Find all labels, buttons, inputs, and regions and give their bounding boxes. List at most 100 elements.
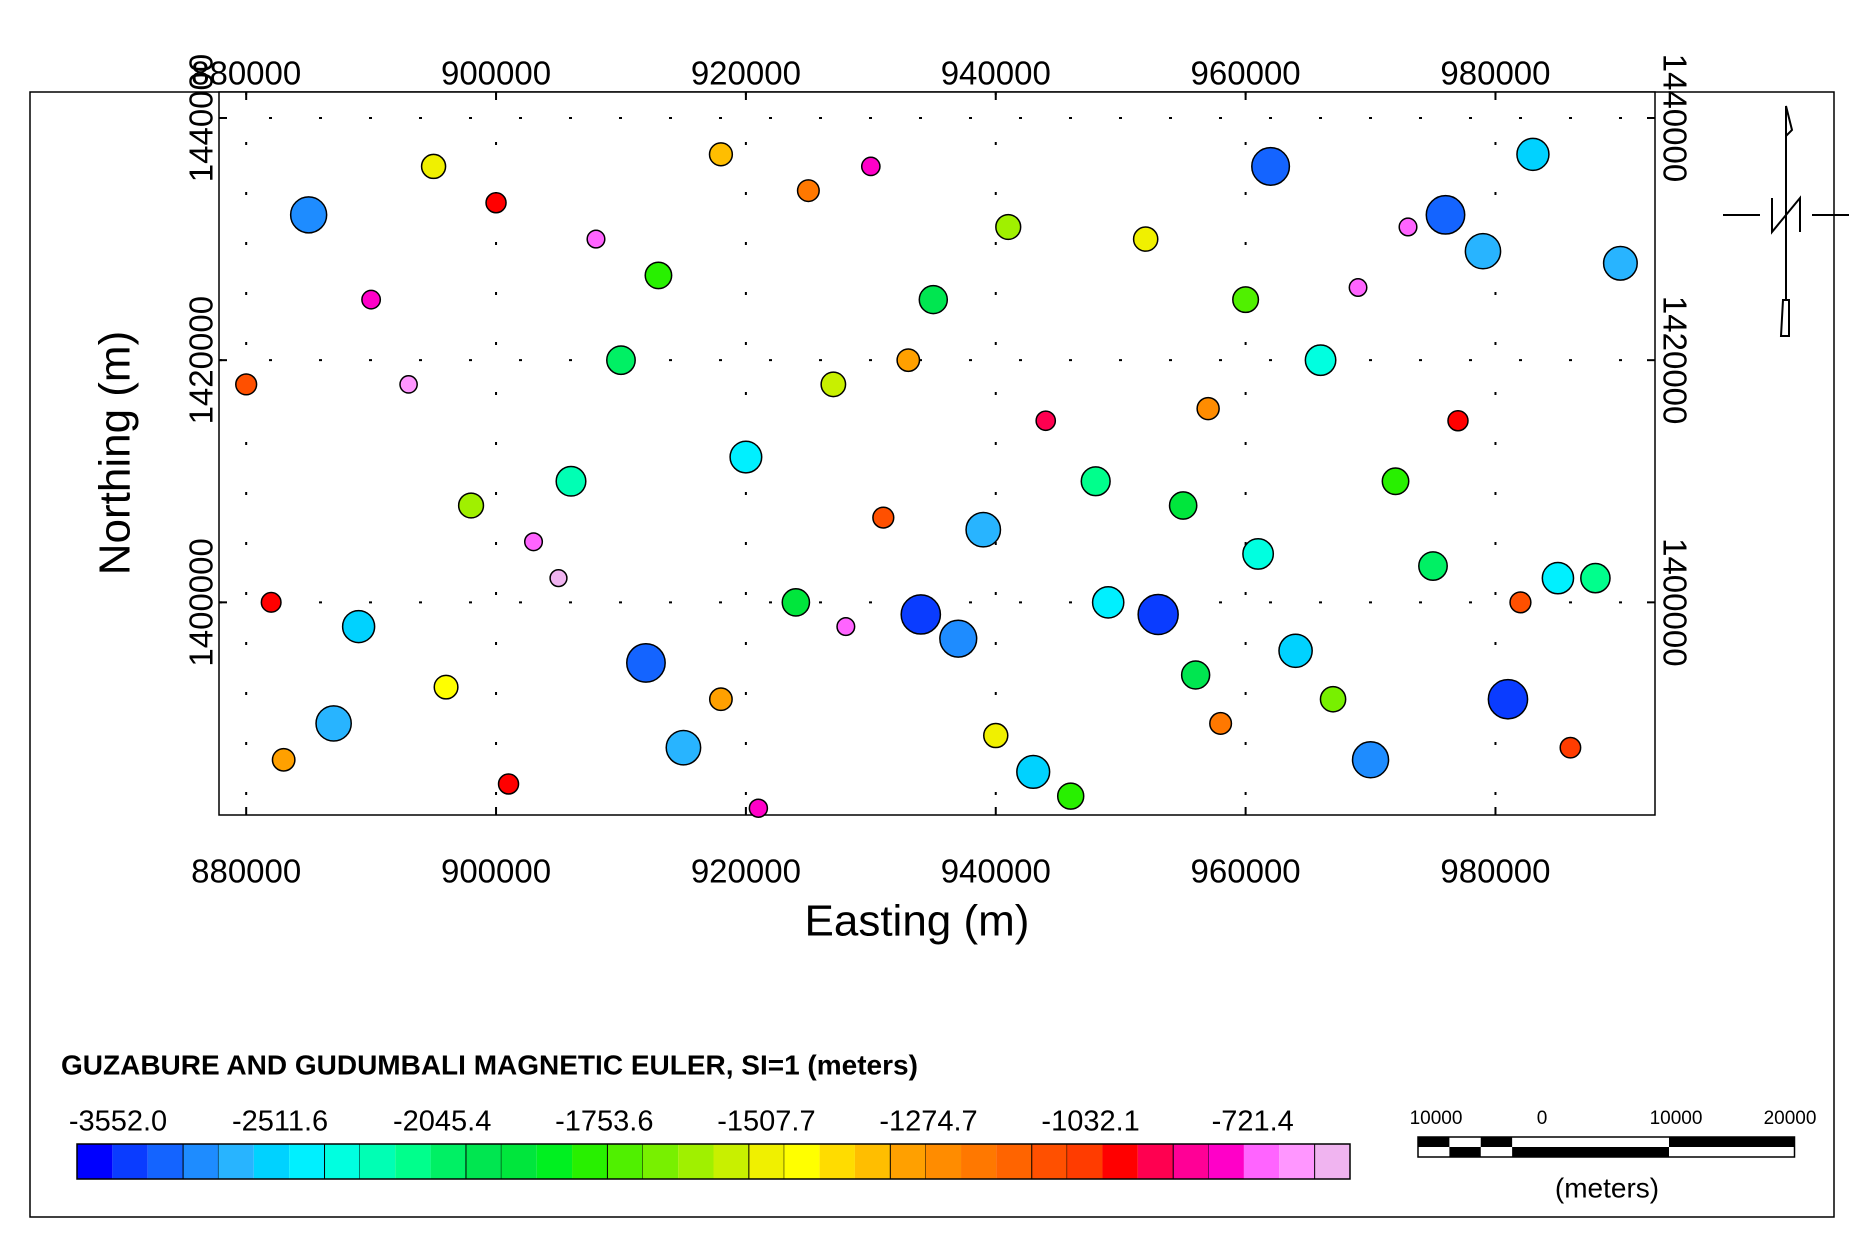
colorbar-cell: [218, 1144, 254, 1179]
colorbar-cell: [430, 1144, 466, 1179]
euler-solution: [1242, 537, 1275, 570]
y-tick-label-right: 1420000: [1656, 296, 1693, 424]
euler-solution: [939, 619, 978, 658]
colorbar-cell: [112, 1144, 148, 1179]
colorbar-cell: [925, 1144, 962, 1179]
euler-solution: [896, 348, 921, 373]
colorbar-cell: [854, 1144, 891, 1179]
y-tick-label-right: 1440000: [1656, 54, 1693, 182]
colorbar-cell: [289, 1144, 325, 1179]
euler-solution: [1132, 226, 1159, 252]
colorbar-cell: [359, 1144, 396, 1179]
euler-solution: [1016, 754, 1051, 790]
scale-label: 20000: [1764, 1108, 1817, 1129]
x-tick-label-top: 960000: [1191, 55, 1301, 92]
colorbar-label: -3552.0: [69, 1106, 167, 1138]
scale-segment: [1418, 1137, 1450, 1147]
euler-solution: [289, 196, 328, 234]
scale-label: 10000: [1650, 1108, 1703, 1129]
euler-solution: [1319, 685, 1347, 713]
euler-solution: [729, 440, 763, 474]
colorbar: -3552.0 -2511.6 -2045.4 -1753.6 -1507.7 -1274…: [69, 1106, 1351, 1180]
euler-solution: [1196, 396, 1220, 421]
colorbar-outline: [76, 1143, 1351, 1180]
euler-solution: [1559, 736, 1582, 759]
euler-solution: [820, 371, 847, 398]
euler-solution: [433, 674, 459, 700]
euler-solution: [1516, 137, 1550, 172]
euler-solution: [983, 722, 1009, 749]
scale-label: 10000: [1410, 1108, 1463, 1129]
euler-solution: [341, 609, 376, 644]
x-tick-label-top: 880000: [191, 55, 301, 92]
euler-solution: [260, 591, 282, 613]
colorbar-cell: [961, 1144, 997, 1179]
colorbar-cell: [1172, 1143, 1210, 1180]
euler-solution: [796, 179, 820, 203]
euler-solution: [457, 492, 485, 519]
euler-solution: [1209, 711, 1233, 735]
colorbar-cell: [324, 1143, 361, 1180]
y-tick-label-left: 1420000: [183, 296, 220, 424]
euler-solution: [485, 192, 507, 214]
euler-solution: [900, 594, 942, 635]
colorbar-cell: [253, 1144, 290, 1179]
euler-solution: [1251, 146, 1291, 186]
euler-solution: [549, 568, 568, 588]
euler-solution: [665, 729, 702, 766]
colorbar-label: -2511.6: [232, 1106, 328, 1138]
colorbar-cell: [713, 1144, 749, 1179]
scale-segment: [1543, 1147, 1669, 1157]
euler-solution: [1137, 593, 1179, 636]
colorbar-cell: [642, 1144, 679, 1179]
north-arrow: [1723, 105, 1849, 337]
euler-solution: [1348, 278, 1368, 297]
y-axis-label: Northing (m): [91, 331, 140, 576]
euler-solution: [918, 284, 949, 315]
euler-solution: [872, 506, 895, 529]
euler-solution: [1304, 344, 1337, 377]
euler-solution: [1091, 586, 1125, 619]
euler-solution: [1464, 232, 1502, 270]
y-tick-label-right: 1400000: [1656, 538, 1693, 666]
scale-outline: [1417, 1136, 1796, 1158]
euler-solution: [586, 229, 606, 249]
euler-solution: [708, 142, 734, 167]
euler-solution: [1180, 660, 1211, 690]
colorbar-cell: [748, 1143, 785, 1180]
euler-solution: [1080, 466, 1111, 497]
euler-solution: [1381, 467, 1410, 496]
euler-solution: [315, 705, 352, 742]
x-tick-label-top: 980000: [1440, 55, 1550, 92]
euler-solution: [1447, 409, 1469, 432]
euler-solution: [644, 261, 673, 290]
x-tick-label-bottom: 900000: [441, 853, 551, 890]
colorbar-cell: [501, 1144, 537, 1179]
euler-solution: [1232, 286, 1260, 314]
colorbar-label: -721.4: [1212, 1106, 1294, 1138]
euler-solution: [1602, 245, 1638, 281]
x-tick-label-bottom: 920000: [691, 853, 801, 890]
euler-solution: [606, 345, 636, 376]
colorbar-cell: [1243, 1144, 1280, 1179]
euler-solution: [860, 156, 881, 177]
colorbar-cell: [1314, 1143, 1351, 1180]
euler-solution: [1398, 217, 1418, 237]
colorbar-cell: [1067, 1144, 1103, 1179]
colorbar-label: -1753.6: [555, 1106, 653, 1138]
x-axis-label: Easting (m): [805, 897, 1030, 946]
euler-solution: [399, 375, 418, 394]
colorbar-cell: [996, 1144, 1032, 1179]
colorbar-cell: [182, 1143, 219, 1180]
euler-solution: [420, 153, 447, 180]
colorbar-cell: [1137, 1144, 1174, 1179]
map-frame: [218, 91, 1656, 816]
euler-solution: [1278, 633, 1313, 669]
euler-solution: [965, 511, 1002, 548]
colorbar-cell: [77, 1144, 113, 1179]
y-tick-label-left: 1440000: [183, 54, 220, 182]
colorbar-cell: [606, 1143, 644, 1180]
y-tick-label-left: 1400000: [183, 538, 220, 666]
colorbar-cell: [536, 1144, 573, 1179]
scale-segment: [1669, 1137, 1795, 1147]
